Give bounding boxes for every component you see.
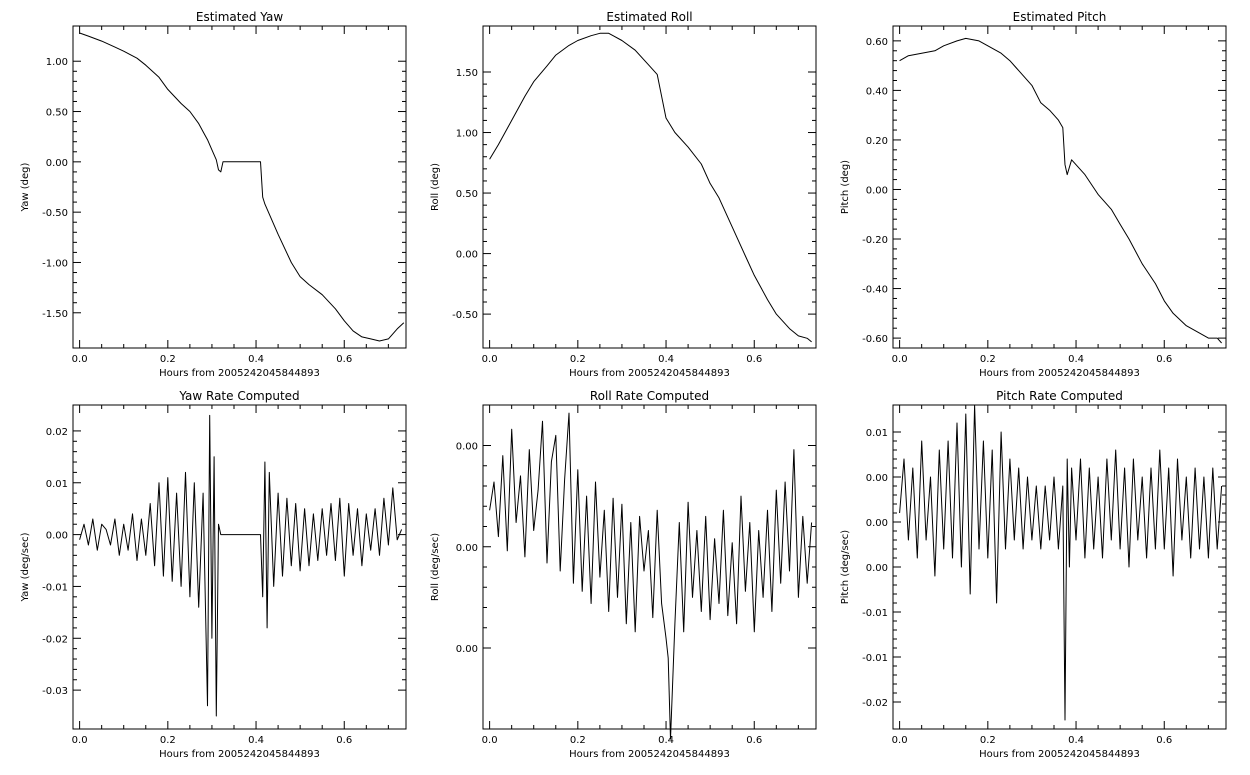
x-tick-label: 0.4 xyxy=(658,354,674,365)
x-tick-label: 0.4 xyxy=(248,735,264,746)
y-tick-label: -0.50 xyxy=(452,310,478,321)
x-tick-label: 0.6 xyxy=(1156,735,1172,746)
x-tick-label: 0.0 xyxy=(892,354,908,365)
y-tick-label: -0.40 xyxy=(862,285,888,296)
y-tick-label: 0.40 xyxy=(866,86,888,97)
y-tick-label: 0.50 xyxy=(46,108,68,119)
y-tick-label: 0.00 xyxy=(456,644,478,655)
series-line xyxy=(899,37,1222,344)
y-axis-label: Pitch (deg) xyxy=(840,160,851,214)
y-tick-label: 0.00 xyxy=(866,473,888,484)
plot-frame xyxy=(72,404,407,730)
x-tick-label: 0.4 xyxy=(1068,354,1084,365)
y-tick-label: -0.01 xyxy=(42,582,68,593)
x-tick-label: 0.6 xyxy=(746,735,762,746)
y-axis-label: Roll (deg) xyxy=(430,163,441,211)
y-tick-label: 0.00 xyxy=(866,563,888,574)
y-tick-label: -1.00 xyxy=(42,258,68,269)
y-tick-label: -0.60 xyxy=(862,334,888,345)
x-axis-label: Hours from 2005242045844893 xyxy=(569,749,730,760)
x-axis-label: Hours from 2005242045844893 xyxy=(159,749,320,760)
y-tick-label: 0.02 xyxy=(46,427,68,438)
y-tick-label: 0.50 xyxy=(456,189,478,200)
y-tick-label: 0.01 xyxy=(46,479,68,490)
y-tick-label: 0.60 xyxy=(866,37,888,48)
chart-title: Estimated Roll xyxy=(606,10,692,24)
chart-panel-4: Yaw Rate Computed Hours from 200524204584… xyxy=(20,389,407,760)
y-tick-label: -0.50 xyxy=(42,208,68,219)
x-tick-label: 0.2 xyxy=(980,735,996,746)
chart-title: Estimated Pitch xyxy=(1013,10,1107,24)
y-tick-label: 0.00 xyxy=(456,442,478,453)
x-tick-label: 0.4 xyxy=(248,354,264,365)
y-tick-label: 0.00 xyxy=(46,158,68,169)
plot-frame xyxy=(482,25,817,349)
x-tick-label: 0.6 xyxy=(336,354,352,365)
x-axis-label: Hours from 2005242045844893 xyxy=(159,368,320,379)
chart-title: Yaw Rate Computed xyxy=(178,389,299,403)
x-tick-label: 0.6 xyxy=(746,354,762,365)
y-tick-label: 0.00 xyxy=(46,531,68,542)
x-tick-label: 0.0 xyxy=(72,354,88,365)
series-line xyxy=(489,412,813,740)
x-tick-label: 0.2 xyxy=(570,354,586,365)
x-tick-label: 0.6 xyxy=(336,735,352,746)
y-tick-label: -0.02 xyxy=(862,698,888,709)
y-tick-label: -0.01 xyxy=(862,608,888,619)
plot-frame xyxy=(892,25,1227,349)
x-axis-label: Hours from 2005242045844893 xyxy=(569,368,730,379)
series-line xyxy=(79,32,405,342)
chart-title: Roll Rate Computed xyxy=(590,389,709,403)
plot-frame xyxy=(892,404,1227,730)
y-tick-label: 0.00 xyxy=(456,543,478,554)
series-line xyxy=(489,32,812,343)
x-tick-label: 0.0 xyxy=(892,735,908,746)
y-tick-label: -0.02 xyxy=(42,634,68,645)
x-tick-label: 0.6 xyxy=(1156,354,1172,365)
chart-title: Pitch Rate Computed xyxy=(996,389,1123,403)
x-tick-label: 0.0 xyxy=(72,735,88,746)
chart-panel-2: Estimated Roll Hours from 200524204584489… xyxy=(430,10,817,379)
y-tick-label: 0.00 xyxy=(866,518,888,529)
y-tick-label: 1.50 xyxy=(456,68,478,79)
y-tick-label: -0.01 xyxy=(862,653,888,664)
y-tick-label: 1.00 xyxy=(456,129,478,140)
chart-panel-6: Pitch Rate Computed Hours from 2005242045… xyxy=(840,389,1227,760)
y-axis-label: Pitch (deg/sec) xyxy=(840,530,851,605)
chart-panel-1: Estimated Yaw Hours from 2005242045844893… xyxy=(20,10,407,379)
x-tick-label: 0.4 xyxy=(658,735,674,746)
x-tick-label: 0.0 xyxy=(482,735,498,746)
series-line xyxy=(899,404,1223,721)
x-axis-label: Hours from 2005242045844893 xyxy=(979,749,1140,760)
y-tick-label: 0.00 xyxy=(866,185,888,196)
plot-frame xyxy=(482,404,817,730)
y-tick-label: 1.00 xyxy=(46,57,68,68)
x-tick-label: 0.2 xyxy=(570,735,586,746)
series-line xyxy=(79,414,403,717)
y-tick-label: -0.03 xyxy=(42,686,68,697)
chart-panel-3: Estimated Pitch Hours from 20052420458448… xyxy=(840,10,1227,379)
x-tick-label: 0.0 xyxy=(482,354,498,365)
plot-frame xyxy=(72,25,407,349)
y-tick-label: -0.20 xyxy=(862,235,888,246)
y-tick-label: 0.20 xyxy=(866,136,888,147)
y-axis-label: Yaw (deg) xyxy=(20,162,31,212)
y-tick-label: 0.00 xyxy=(456,250,478,261)
x-tick-label: 0.4 xyxy=(1068,735,1084,746)
x-axis-label: Hours from 2005242045844893 xyxy=(979,368,1140,379)
x-tick-label: 0.2 xyxy=(160,735,176,746)
y-tick-label: -1.50 xyxy=(42,309,68,320)
y-axis-label: Yaw (deg/sec) xyxy=(20,532,31,602)
x-tick-label: 0.2 xyxy=(160,354,176,365)
y-axis-label: Roll (deg/sec) xyxy=(430,533,441,601)
x-tick-label: 0.2 xyxy=(980,354,996,365)
chart-title: Estimated Yaw xyxy=(196,10,283,24)
y-tick-label: 0.01 xyxy=(866,428,888,439)
chart-panel-5: Roll Rate Computed Hours from 20052420458… xyxy=(430,389,817,760)
